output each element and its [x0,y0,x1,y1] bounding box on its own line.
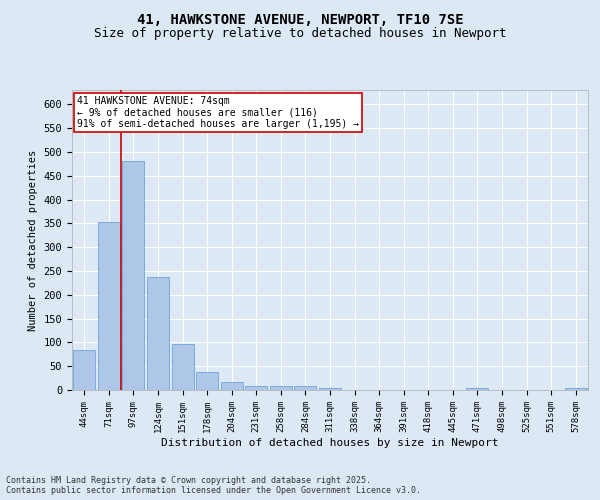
Text: Size of property relative to detached houses in Newport: Size of property relative to detached ho… [94,28,506,40]
Bar [221,382,243,390]
Bar [270,386,292,390]
Bar [98,222,120,390]
X-axis label: Distribution of detached houses by size in Newport: Distribution of detached houses by size … [161,438,499,448]
Bar [122,162,145,390]
Text: 41 HAWKSTONE AVENUE: 74sqm
← 9% of detached houses are smaller (116)
91% of semi: 41 HAWKSTONE AVENUE: 74sqm ← 9% of detac… [77,96,359,129]
Text: 41, HAWKSTONE AVENUE, NEWPORT, TF10 7SE: 41, HAWKSTONE AVENUE, NEWPORT, TF10 7SE [137,12,463,26]
Bar [196,372,218,390]
Bar [565,388,587,390]
Bar [295,386,316,390]
Bar [73,350,95,390]
Bar [245,386,268,390]
Y-axis label: Number of detached properties: Number of detached properties [28,150,38,330]
Text: Contains HM Land Registry data © Crown copyright and database right 2025.
Contai: Contains HM Land Registry data © Crown c… [6,476,421,495]
Bar [147,277,169,390]
Bar [319,388,341,390]
Bar [466,388,488,390]
Bar [172,344,194,390]
